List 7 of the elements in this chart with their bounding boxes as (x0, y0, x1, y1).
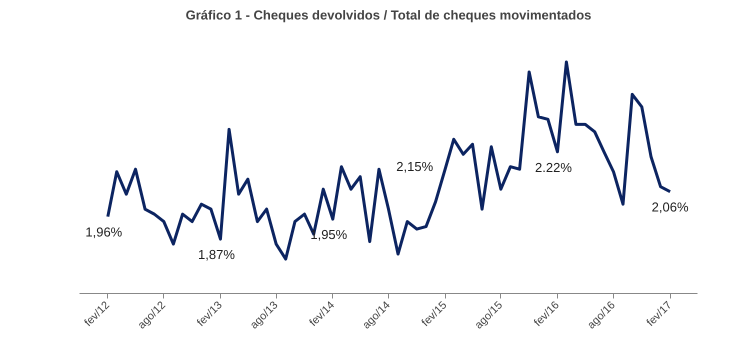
chart-title: Gráfico 1 - Cheques devolvidos / Total de cheques movimentados (186, 8, 592, 22)
data-label: 2,15% (396, 159, 434, 174)
data-label: 1,87% (198, 247, 236, 262)
data-label: 1,96% (85, 224, 123, 240)
data-label: 1,95% (310, 227, 348, 242)
data-label: 2.22% (535, 160, 572, 175)
data-label: 2,06% (652, 200, 689, 215)
